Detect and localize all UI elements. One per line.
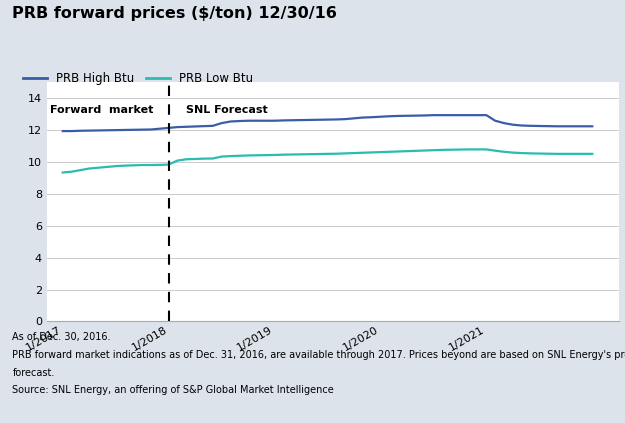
Text: forecast.: forecast. (12, 368, 55, 378)
Text: PRB forward market indications as of Dec. 31, 2016, are available through 2017. : PRB forward market indications as of Dec… (12, 350, 625, 360)
Text: Forward  market: Forward market (50, 104, 154, 115)
Text: SNL Forecast: SNL Forecast (186, 104, 268, 115)
Text: Source: SNL Energy, an offering of S&P Global Market Intelligence: Source: SNL Energy, an offering of S&P G… (12, 385, 334, 396)
Text: As of Dec. 30, 2016.: As of Dec. 30, 2016. (12, 332, 111, 342)
Text: PRB forward prices ($/ton) 12/30/16: PRB forward prices ($/ton) 12/30/16 (12, 6, 338, 21)
Legend: PRB High Btu, PRB Low Btu: PRB High Btu, PRB Low Btu (18, 67, 258, 90)
